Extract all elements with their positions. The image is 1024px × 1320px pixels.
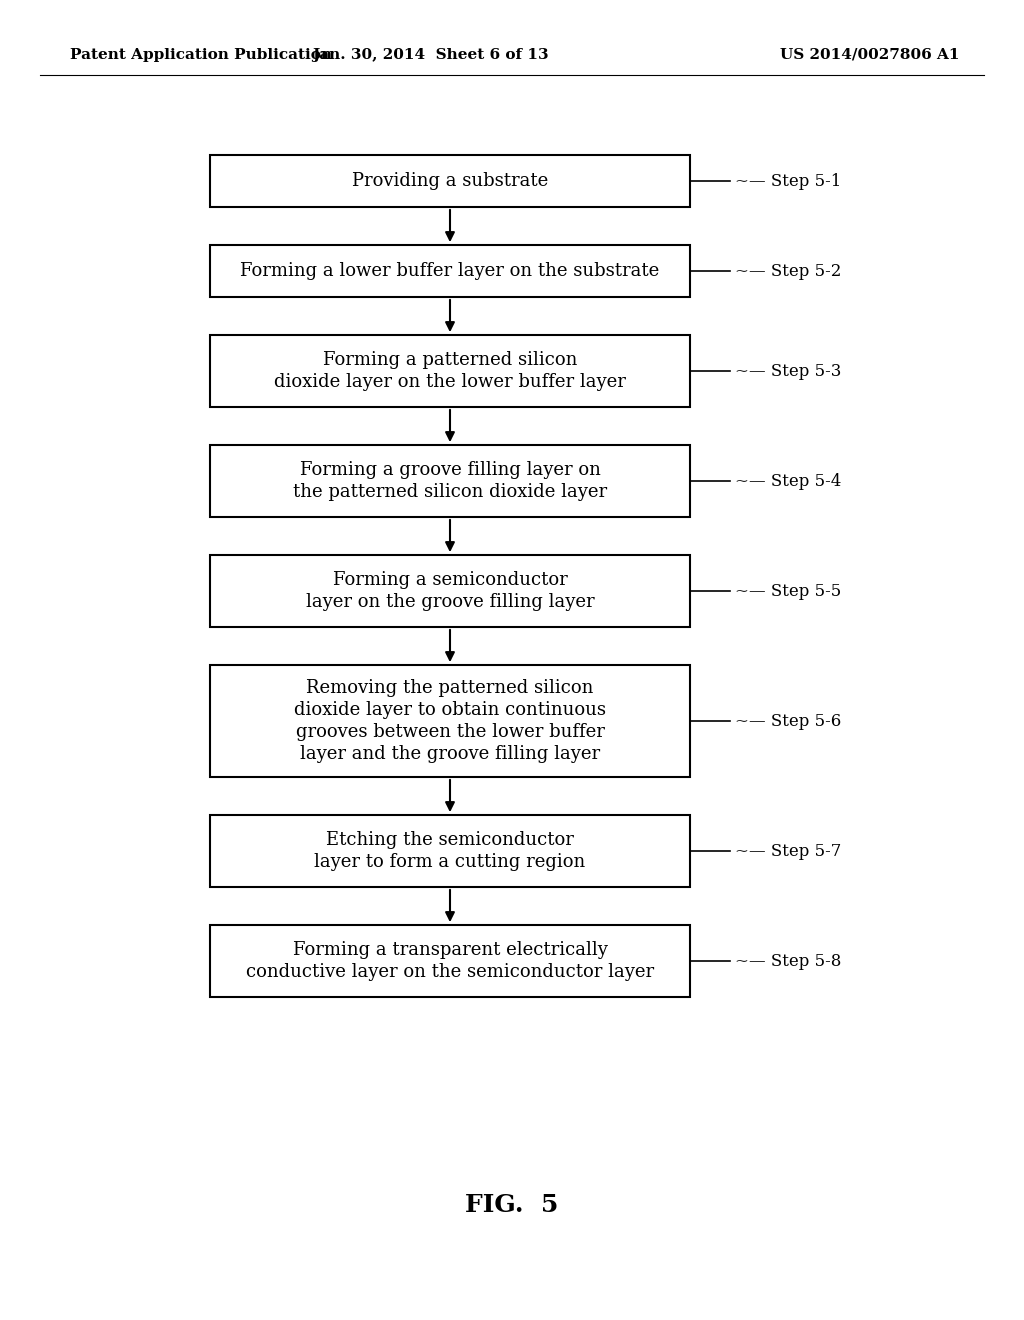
Text: Forming a lower buffer layer on the substrate: Forming a lower buffer layer on the subs…: [241, 261, 659, 280]
Text: ~— Step 5-3: ~— Step 5-3: [735, 363, 842, 380]
Text: US 2014/0027806 A1: US 2014/0027806 A1: [780, 48, 961, 62]
Bar: [210, 335, 690, 407]
Text: Patent Application Publication: Patent Application Publication: [70, 48, 332, 62]
Text: Forming a patterned silicon: Forming a patterned silicon: [323, 351, 578, 370]
Text: Etching the semiconductor: Etching the semiconductor: [326, 832, 573, 849]
Text: the patterned silicon dioxide layer: the patterned silicon dioxide layer: [293, 483, 607, 502]
Text: Forming a transparent electrically: Forming a transparent electrically: [293, 941, 607, 960]
Bar: [210, 554, 690, 627]
Text: conductive layer on the semiconductor layer: conductive layer on the semiconductor la…: [246, 964, 654, 981]
Text: dioxide layer to obtain continuous: dioxide layer to obtain continuous: [294, 701, 606, 719]
Text: Removing the patterned silicon: Removing the patterned silicon: [306, 678, 594, 697]
Bar: [210, 925, 690, 997]
Text: grooves between the lower buffer: grooves between the lower buffer: [296, 723, 604, 741]
Text: Jan. 30, 2014  Sheet 6 of 13: Jan. 30, 2014 Sheet 6 of 13: [311, 48, 548, 62]
Text: ~— Step 5-4: ~— Step 5-4: [735, 473, 842, 490]
Text: dioxide layer on the lower buffer layer: dioxide layer on the lower buffer layer: [274, 374, 626, 391]
Text: layer and the groove filling layer: layer and the groove filling layer: [300, 744, 600, 763]
Text: Forming a groove filling layer on: Forming a groove filling layer on: [300, 461, 600, 479]
Text: Providing a substrate: Providing a substrate: [352, 172, 548, 190]
Bar: [210, 445, 690, 517]
Text: FIG.  5: FIG. 5: [465, 1193, 559, 1217]
Bar: [210, 154, 690, 207]
Text: ~— Step 5-2: ~— Step 5-2: [735, 263, 842, 280]
Text: layer on the groove filling layer: layer on the groove filling layer: [306, 593, 594, 611]
Text: ~— Step 5-7: ~— Step 5-7: [735, 842, 842, 859]
Text: layer to form a cutting region: layer to form a cutting region: [314, 853, 586, 871]
Text: ~— Step 5-8: ~— Step 5-8: [735, 953, 842, 969]
Text: ~— Step 5-6: ~— Step 5-6: [735, 713, 842, 730]
Text: Forming a semiconductor: Forming a semiconductor: [333, 572, 567, 589]
Bar: [210, 246, 690, 297]
Text: ~— Step 5-1: ~— Step 5-1: [735, 173, 842, 190]
Text: ~— Step 5-5: ~— Step 5-5: [735, 582, 842, 599]
Bar: [210, 665, 690, 777]
Bar: [210, 814, 690, 887]
